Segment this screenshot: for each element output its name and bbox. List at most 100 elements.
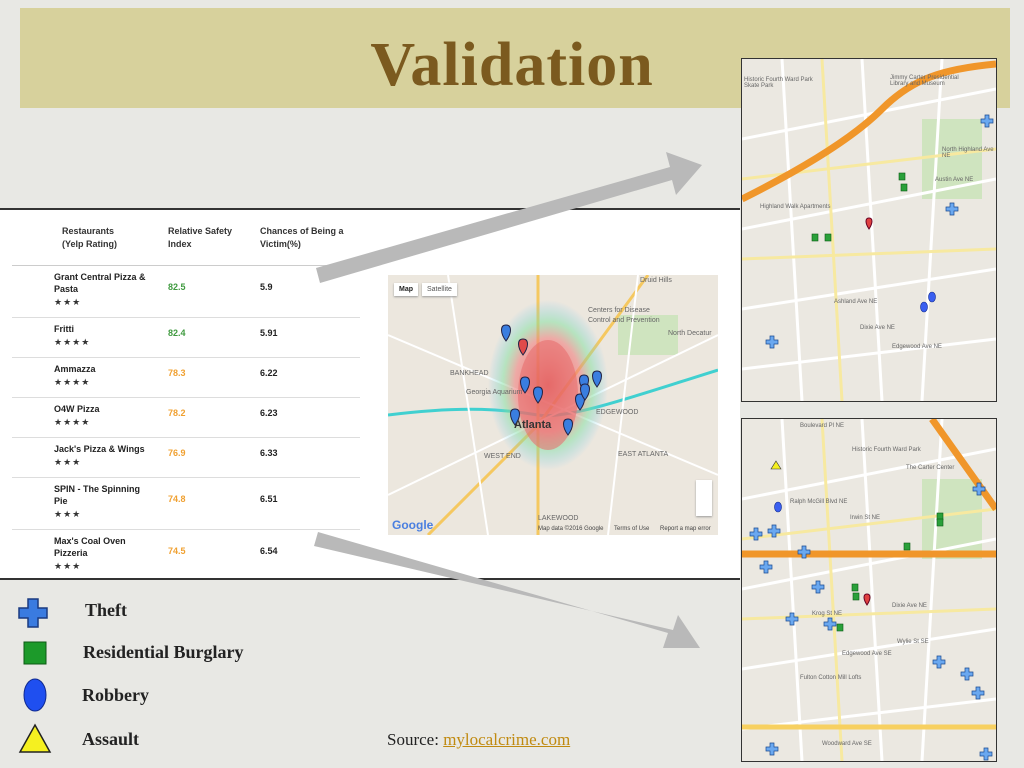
row-rule [12, 477, 360, 478]
map-label: Edgewood Ave SE [842, 651, 892, 657]
victim-chance: 6.33 [260, 448, 278, 458]
safety-index: 74.5 [168, 546, 186, 556]
map-label: LAKEWOOD [538, 515, 579, 522]
table-header: Victim(%) [260, 239, 301, 249]
map-label: Krog St NE [812, 611, 843, 617]
table-header: Chances of Being a [260, 226, 344, 236]
theft-marker [932, 655, 946, 669]
map-label: Druid Hills [640, 277, 672, 284]
burglary-marker [811, 233, 819, 242]
legend-icons [18, 598, 52, 753]
source-link[interactable]: mylocalcrime.com [443, 730, 571, 749]
burglary-marker [903, 542, 911, 551]
victim-chance: 6.54 [260, 546, 278, 556]
theft-marker [971, 686, 985, 700]
map-label: The Carter Center [906, 465, 955, 471]
map-label: Historic Fourth Ward Park Skate Park [744, 77, 813, 89]
map-pin [580, 383, 590, 401]
heat-map: Map Satellite Druid Hills Centers for Disea… [388, 275, 718, 535]
map-pin [533, 386, 543, 404]
burglary-marker [852, 592, 860, 601]
google-logo: Google [392, 518, 434, 532]
map-label: Boulevard Pl NE [800, 423, 845, 429]
safety-index: 82.5 [168, 282, 186, 292]
theft-marker [759, 560, 773, 574]
map-label: BANKHEAD [450, 370, 489, 377]
victim-chance: 6.51 [260, 494, 278, 504]
rating-stars: ★★★ [54, 457, 82, 467]
heat [518, 340, 578, 450]
restaurant-name: Pie [54, 496, 68, 506]
theft-icon [18, 598, 48, 628]
burglary-icon [23, 641, 47, 665]
safety-index: 74.8 [168, 494, 186, 504]
map-footer: Map data ©2016 Google [538, 526, 604, 532]
theft-marker [785, 612, 799, 626]
map-bottom: Boulevard Pl NE Historic Fourth Ward Park… [741, 418, 997, 762]
zoom-control [696, 480, 712, 516]
theft-marker [765, 335, 779, 349]
restaurant-name: O4W Pizza [54, 404, 100, 414]
assault-marker [770, 460, 782, 470]
assault-icon [18, 723, 52, 753]
row-rule [12, 357, 360, 358]
header-rule [12, 265, 360, 266]
theft-marker [972, 482, 986, 496]
map-top: Historic Fourth Ward Park Skate Park Jimm… [741, 58, 997, 402]
rating-stars: ★★★★ [54, 377, 91, 387]
map-top-graphics [742, 59, 996, 401]
map-label: Historic Fourth Ward Park [852, 447, 921, 453]
restaurant-name: Grant Central Pizza & [54, 272, 146, 282]
map-label: Edgewood Ave NE [892, 344, 942, 350]
burglary-marker [836, 623, 844, 632]
map-label: Dixie Ave NE [860, 325, 895, 331]
title: Validation [370, 31, 654, 99]
theft-marker [811, 580, 825, 594]
map-label: Ashland Ave NE [834, 299, 878, 305]
location-pin [863, 593, 871, 606]
table-header: (Yelp Rating) [62, 239, 118, 249]
map-pin [501, 324, 511, 342]
map-label: Ralph McGill Blvd NE [790, 499, 848, 505]
row-rule [12, 397, 360, 398]
robbery-marker [920, 301, 928, 313]
theft-marker [945, 202, 959, 216]
burglary-marker [851, 583, 859, 592]
table-header: Index [168, 239, 192, 249]
map-label: Austin Ave NE [935, 177, 974, 183]
map-button[interactable]: Map [394, 283, 418, 296]
map-bottom-graphics [742, 419, 996, 761]
row-rule [12, 529, 360, 530]
legend-label: Robbery [82, 685, 149, 705]
map-footer: Terms of Use [614, 526, 650, 532]
burglary-marker [898, 172, 906, 181]
burglary-marker [824, 233, 832, 242]
theft-marker [749, 527, 763, 541]
rating-stars: ★★★ [54, 509, 82, 519]
map-pin [575, 393, 585, 411]
map-pin [592, 370, 602, 388]
restaurant-name: Ammazza [54, 364, 96, 374]
map-label: Fulton Cotton Mill Lofts [800, 675, 862, 681]
highway [742, 60, 996, 203]
arrow [314, 532, 700, 648]
map-label: Centers for Disease [588, 307, 650, 314]
victim-chance: 6.22 [260, 368, 278, 378]
highway [742, 419, 996, 558]
map-footer: Report a map error [660, 526, 711, 532]
map-button[interactable]: Satellite [422, 283, 457, 296]
legend-label: Residential Burglary [83, 642, 244, 662]
restaurant-name: Jack's Pizza & Wings [54, 444, 145, 454]
map-label: EAST ATLANTA [618, 451, 669, 458]
map-label: WEST END [484, 453, 521, 460]
road [742, 419, 996, 761]
theft-marker [767, 524, 781, 538]
safety-index: 78.3 [168, 368, 186, 378]
map-graphics [388, 275, 718, 535]
map-label: Woodward Ave SE [822, 741, 872, 747]
robbery-icon [23, 678, 47, 712]
theft-marker [980, 114, 994, 128]
map-label: Dixie Ave NE [892, 603, 927, 609]
map-label: Jimmy Carter Presidential Library and Mu… [890, 75, 959, 87]
